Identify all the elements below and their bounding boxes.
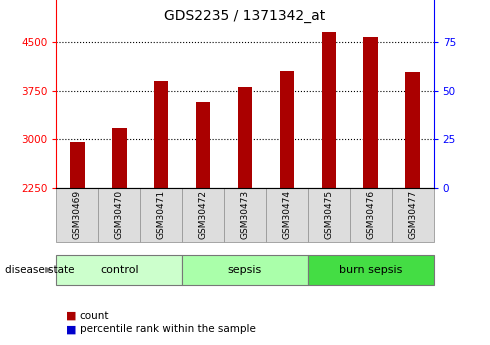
Text: GSM30475: GSM30475 [324,190,333,239]
Text: control: control [100,265,139,275]
Bar [224,188,266,241]
Bar [98,188,140,241]
Bar [392,188,434,241]
Bar [182,188,224,241]
Bar [308,255,434,285]
Bar [266,188,308,241]
Bar [56,255,182,285]
Bar [238,87,252,188]
Bar [182,255,308,285]
Text: count: count [80,311,109,321]
Bar [154,81,169,188]
Text: ■: ■ [66,311,76,321]
Text: GSM30469: GSM30469 [73,190,82,239]
Text: sepsis: sepsis [228,265,262,275]
Text: burn sepsis: burn sepsis [339,265,402,275]
Bar [405,72,420,188]
Text: GSM30476: GSM30476 [366,190,375,239]
Text: GSM30472: GSM30472 [198,190,208,239]
Bar [364,37,378,188]
Bar [321,32,336,188]
Text: GSM30474: GSM30474 [282,190,292,239]
Text: GDS2235 / 1371342_at: GDS2235 / 1371342_at [164,9,326,23]
Text: GSM30470: GSM30470 [115,190,124,239]
Text: GSM30471: GSM30471 [157,190,166,239]
Text: GSM30473: GSM30473 [241,190,249,239]
Bar [350,188,392,241]
Bar [70,142,85,188]
Bar [308,188,350,241]
Bar [280,71,294,188]
Bar [140,188,182,241]
Bar [56,188,98,241]
Text: disease state: disease state [5,265,74,275]
Bar [112,128,126,188]
Text: GSM30477: GSM30477 [408,190,417,239]
Text: percentile rank within the sample: percentile rank within the sample [80,325,256,334]
Bar [196,102,210,188]
Text: ■: ■ [66,325,76,334]
